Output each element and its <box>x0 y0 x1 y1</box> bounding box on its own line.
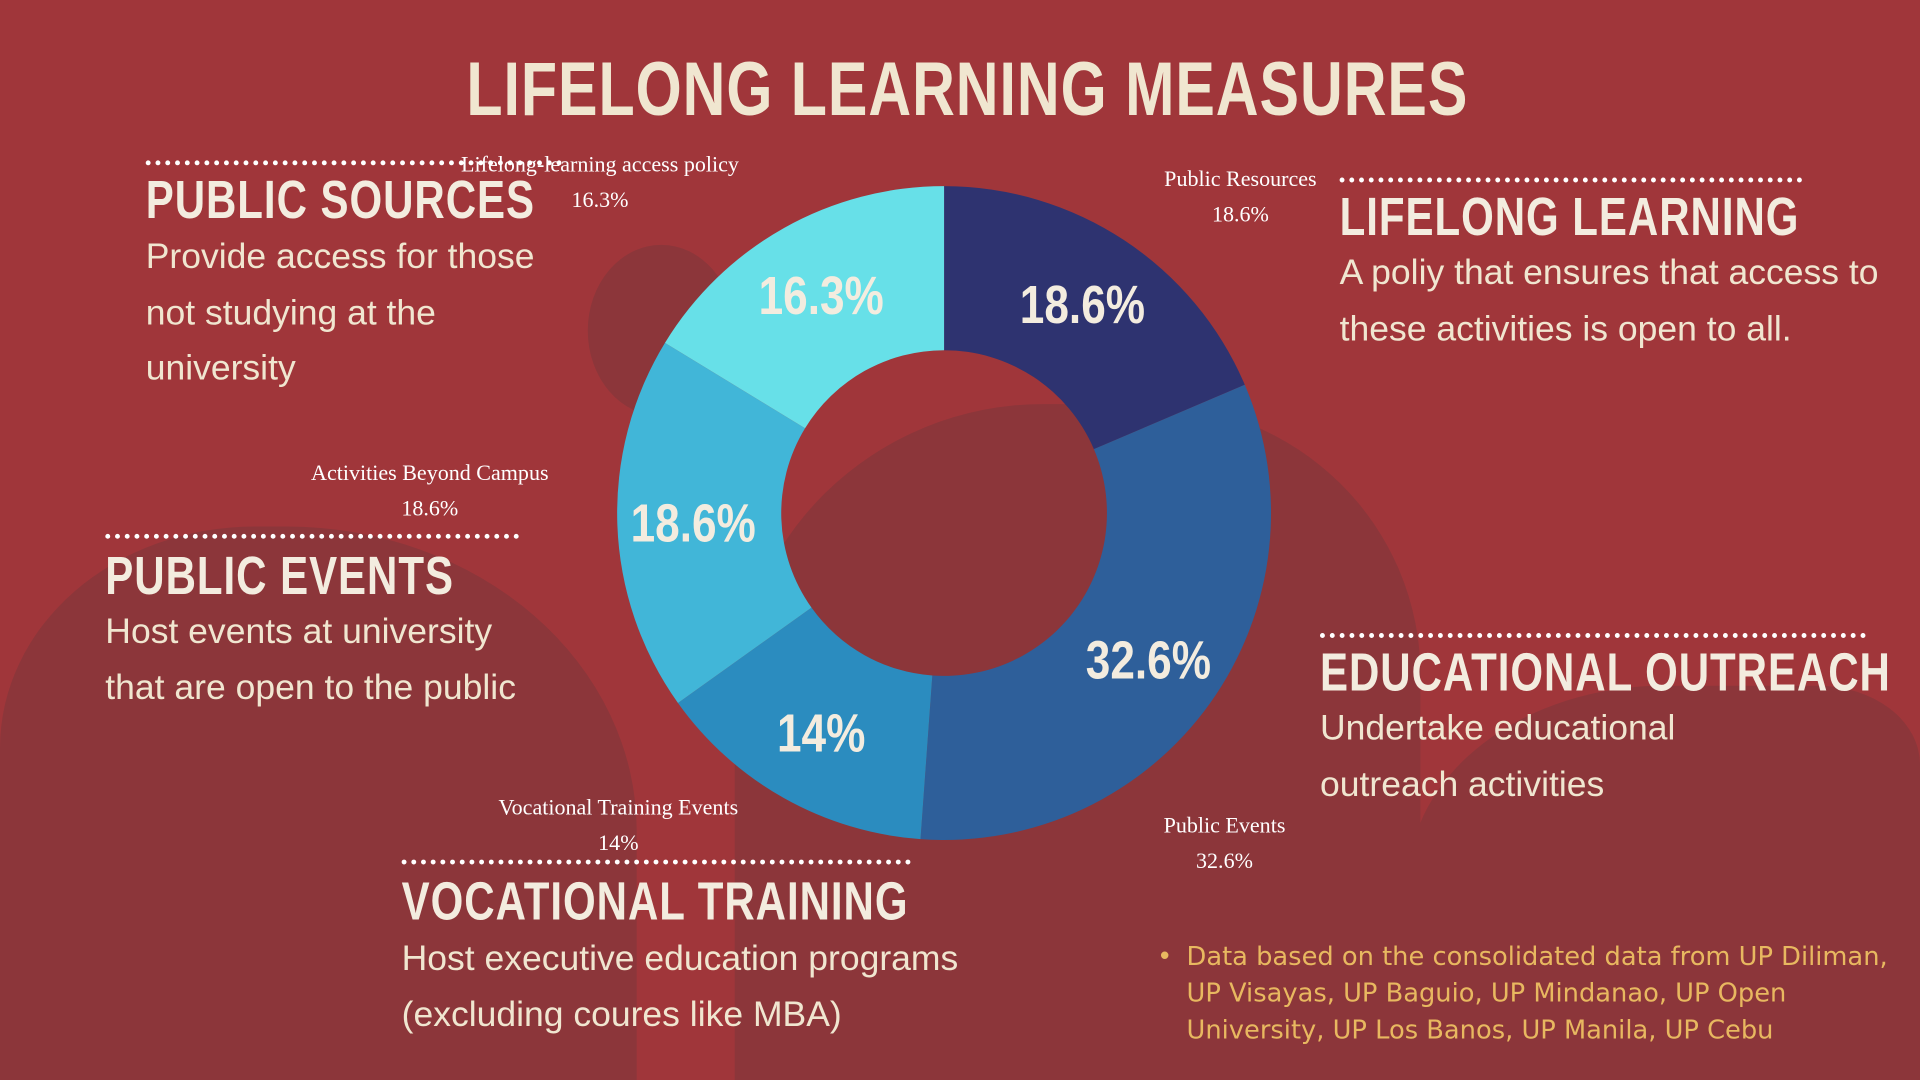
note-text: Data based on the consolidated data from… <box>1186 941 1888 1045</box>
heading-lifelong-learning: LIFELONG LEARNING <box>1339 187 1800 248</box>
slice-label-value: 32.6% <box>1196 848 1253 874</box>
desc-lifelong-learning: A poliy that ensures that access to thes… <box>1339 253 1879 349</box>
divider <box>105 533 520 539</box>
heading-public-events: PUBLIC EVENTS <box>105 546 454 607</box>
slice-label-name: Vocational Training Events <box>498 794 739 820</box>
donut-data-label: 16.3% <box>759 266 884 326</box>
donut-data-label: 32.6% <box>1086 630 1211 690</box>
divider <box>1339 177 1803 183</box>
divider <box>145 160 563 166</box>
desc-educational-outreach: Undertake educational outreach activitie… <box>1320 708 1676 804</box>
slice-label-vocational-training: Vocational Training Events 14% <box>435 790 802 861</box>
divider <box>401 859 912 865</box>
slice-label-value: 18.6% <box>401 495 459 521</box>
slice-label-lifelong-policy: Lifelong-learning access policy 16.3% <box>416 147 783 218</box>
donut-data-label: 18.6% <box>631 494 756 554</box>
bullet-icon: • <box>1157 941 1173 972</box>
slice-label-name: Activities Beyond Campus <box>311 460 549 485</box>
donut-slice-1 <box>920 384 1272 841</box>
data-source-note: • Data based on the consolidated data fr… <box>1157 938 1916 1048</box>
slice-label-name: Lifelong-learning access policy <box>461 151 739 177</box>
donut-data-label: 18.6% <box>1020 275 1145 335</box>
slice-label-public-resources: Public Resources 18.6% <box>1118 162 1363 233</box>
slice-label-public-events: Public Events 32.6% <box>1133 808 1317 879</box>
desc-public-events: Host events at university that are open … <box>105 612 516 708</box>
desc-vocational-training: Host executive education programs (exclu… <box>401 939 959 1035</box>
map-shape <box>0 526 637 1080</box>
slice-label-value: 16.3% <box>571 187 629 212</box>
heading-vocational-training: VOCATIONAL TRAINING <box>401 871 909 932</box>
donut-slice-2 <box>677 607 933 840</box>
donut-slice-0 <box>944 186 1245 450</box>
donut-slice-3 <box>617 342 812 703</box>
donut-data-label: 14% <box>777 703 865 763</box>
heading-educational-outreach: EDUCATIONAL OUTREACH <box>1320 642 1891 703</box>
slice-label-value: 14% <box>598 830 639 855</box>
donut-slice-4 <box>664 186 945 429</box>
slice-label-value: 18.6% <box>1211 202 1269 227</box>
slice-label-name: Public Events <box>1163 813 1286 838</box>
slice-label-activities-beyond-campus: Activities Beyond Campus 18.6% <box>246 456 613 527</box>
map-shape <box>1408 685 1920 1080</box>
heading-public-sources: PUBLIC SOURCES <box>145 170 536 231</box>
desc-public-sources: Provide access for those not studying at… <box>145 237 535 389</box>
slice-label-name: Public Resources <box>1164 166 1317 192</box>
page-title: LIFELONG LEARNING MEASURES <box>466 47 1469 133</box>
divider <box>1320 633 1867 638</box>
